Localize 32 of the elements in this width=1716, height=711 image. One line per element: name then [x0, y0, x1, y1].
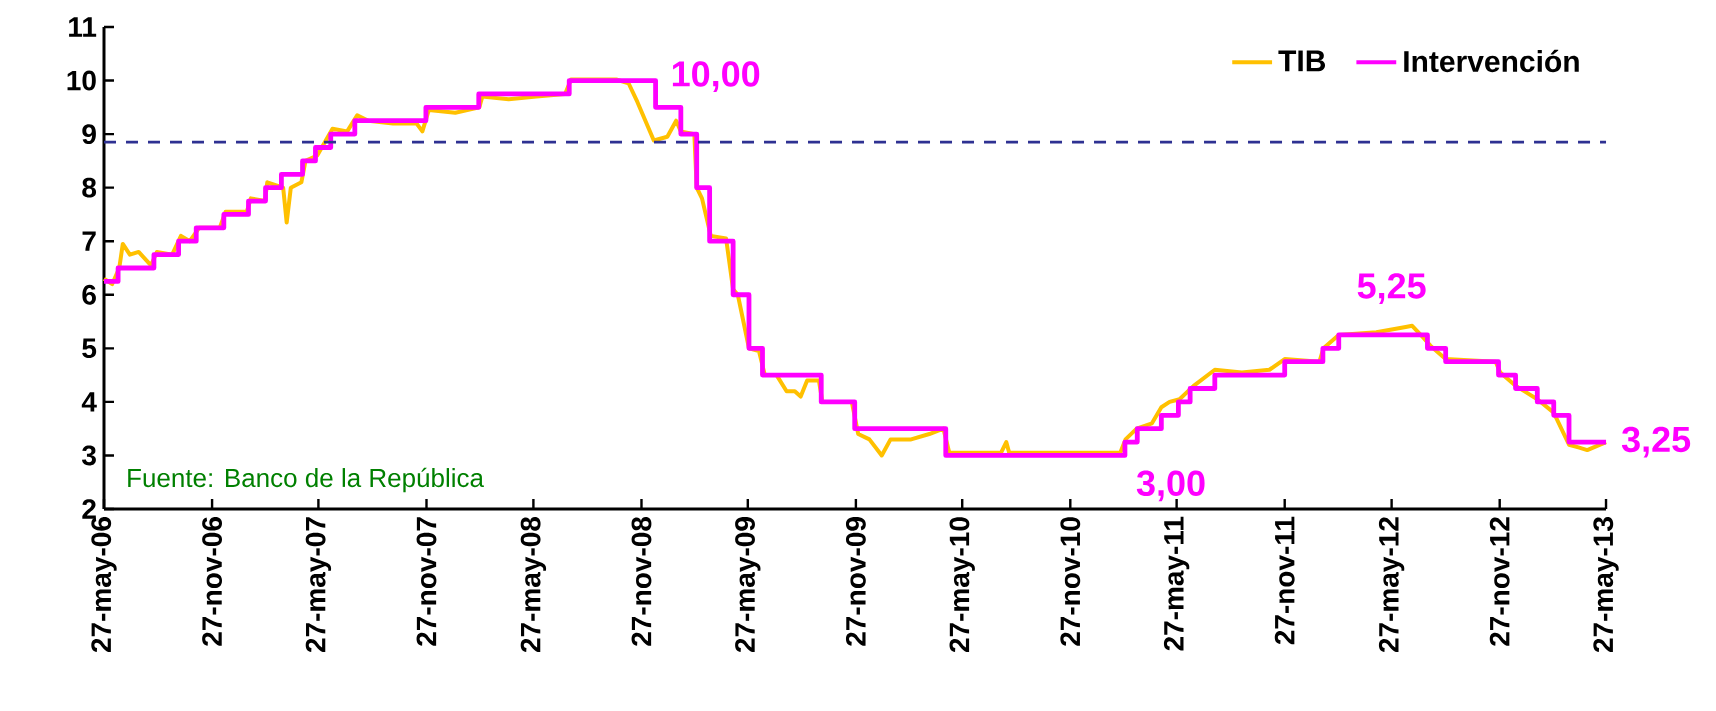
x-tick-label: 27-nov-11 [1274, 516, 1295, 645]
annotation: 5,25 [1357, 273, 1426, 304]
y-tick-label: 4 [81, 392, 97, 412]
y-tick-label: 5 [82, 338, 97, 359]
x-tick-label: 27-may-06 [91, 517, 117, 653]
x-tick-label: 27-nov-09 [845, 517, 866, 646]
y-tick-label: 3 [81, 445, 96, 466]
x-tick-label: 27-may-09 [735, 517, 761, 653]
x-tick-label: 27-may-10 [949, 517, 975, 653]
x-tick-label: 27-nov-06 [202, 517, 223, 646]
y-tick-label: 11 [69, 17, 97, 37]
annotation: Fuente: Banco de la República [128, 467, 484, 493]
annotation: 10,00 [672, 61, 760, 92]
y-tick-label: 10 [67, 70, 96, 91]
y-tick-label: 7 [82, 231, 96, 251]
x-tick-label: 27-may-08 [520, 516, 547, 653]
x-tick-label: 27-may-13 [1593, 517, 1619, 653]
y-tick-label: 2 [82, 499, 96, 519]
x-tick-label: 27-may-11 [1163, 516, 1190, 651]
x-tick-label: 27-nov-10 [1060, 517, 1081, 646]
annotation: 3,00 [1136, 470, 1205, 502]
x-tick-label: 27-may-12 [1378, 517, 1405, 653]
y-tick-label: 9 [82, 124, 96, 145]
x-tick-label: 27-nov-08 [631, 516, 652, 646]
x-tick-label: 27-may-07 [305, 517, 332, 653]
x-tick-label: 27-nov-12 [1489, 517, 1510, 646]
legend-label: TIB [1278, 50, 1326, 72]
annotation: 3,25 [1621, 426, 1691, 458]
legend-label: Intervención [1404, 49, 1579, 73]
y-tick-label: 8 [82, 177, 97, 198]
y-tick-label: 6 [82, 284, 96, 305]
x-tick-label: 27-nov-07 [416, 517, 437, 646]
